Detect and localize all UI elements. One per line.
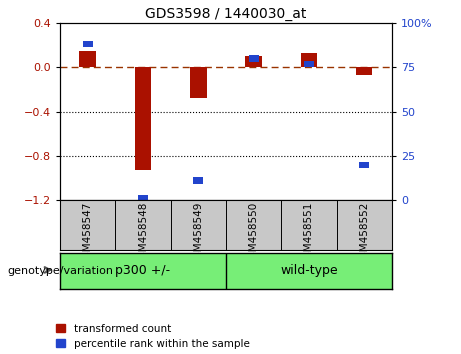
Text: GSM458547: GSM458547 xyxy=(83,201,93,265)
Text: genotype/variation: genotype/variation xyxy=(7,266,113,276)
Text: p300 +/-: p300 +/- xyxy=(115,264,171,277)
Bar xyxy=(135,67,151,170)
Bar xyxy=(356,67,372,75)
Text: wild-type: wild-type xyxy=(280,264,337,277)
Text: GSM458548: GSM458548 xyxy=(138,201,148,265)
Bar xyxy=(138,195,148,201)
Text: GSM458552: GSM458552 xyxy=(359,201,369,265)
Text: GSM458551: GSM458551 xyxy=(304,201,314,265)
Bar xyxy=(83,41,93,47)
Bar xyxy=(79,51,96,67)
Bar xyxy=(301,53,317,67)
Text: GSM458549: GSM458549 xyxy=(193,201,203,265)
Legend: transformed count, percentile rank within the sample: transformed count, percentile rank withi… xyxy=(56,324,249,349)
Bar xyxy=(359,161,369,168)
Bar xyxy=(304,61,314,67)
Bar xyxy=(190,67,207,98)
Text: GSM458550: GSM458550 xyxy=(248,201,259,265)
Bar xyxy=(248,55,259,62)
Bar xyxy=(245,56,262,67)
Bar xyxy=(193,177,203,184)
Title: GDS3598 / 1440030_at: GDS3598 / 1440030_at xyxy=(145,7,307,21)
